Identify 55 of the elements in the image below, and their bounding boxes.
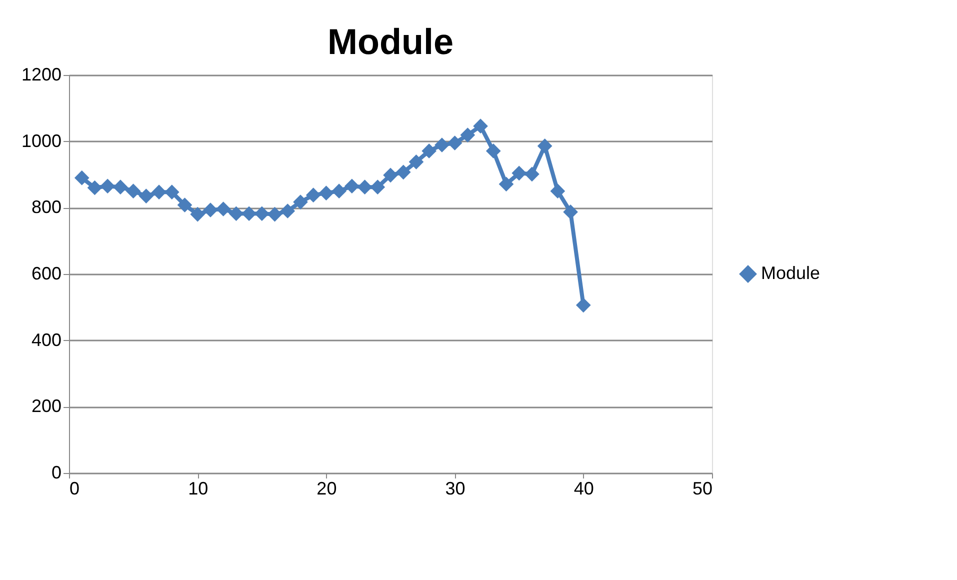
point [460,128,476,142]
point [113,180,128,195]
point [293,194,308,210]
point [216,202,231,216]
point [267,206,282,222]
point [190,206,206,222]
point [254,206,270,222]
y-tick-label: 0 [51,462,62,482]
x-tick-label: 50 [692,478,712,498]
y-tick-label: 200 [31,396,62,416]
x-tick-label: 10 [188,478,208,498]
x-tick-label: 0 [70,478,80,498]
point [228,206,244,222]
point [383,168,398,183]
point [498,176,514,192]
point [422,144,436,158]
point [344,178,360,194]
point [203,202,218,218]
point [138,188,154,204]
point [473,118,488,134]
point [396,164,411,180]
point [100,178,115,194]
x-tick-label: 30 [445,478,466,498]
y-tick-label: 1000 [21,130,62,151]
y-tick-label: 1200 [21,64,62,84]
x-tick-label: 40 [574,478,594,498]
point [550,184,566,198]
point [434,138,450,152]
y-tick-label: 400 [31,330,62,350]
point [447,136,462,150]
point [152,184,166,200]
point [242,206,256,222]
point [87,180,102,196]
point [524,166,540,182]
point [306,188,321,202]
point [408,154,424,170]
legend-label: Module [761,263,820,283]
point [164,184,180,200]
point [332,184,346,198]
y-tick-label: 600 [31,264,62,284]
x-tick-label: 20 [316,478,337,498]
point [537,138,552,154]
point [563,204,578,220]
point [486,144,501,158]
point [177,198,192,212]
point [370,180,386,195]
point [576,298,591,313]
y-tick-label: 800 [31,197,62,218]
point [512,166,527,181]
point [74,170,90,186]
point [280,204,296,218]
point [318,186,334,200]
point [126,184,141,198]
point [357,180,372,195]
chart-title: Module [328,21,454,62]
